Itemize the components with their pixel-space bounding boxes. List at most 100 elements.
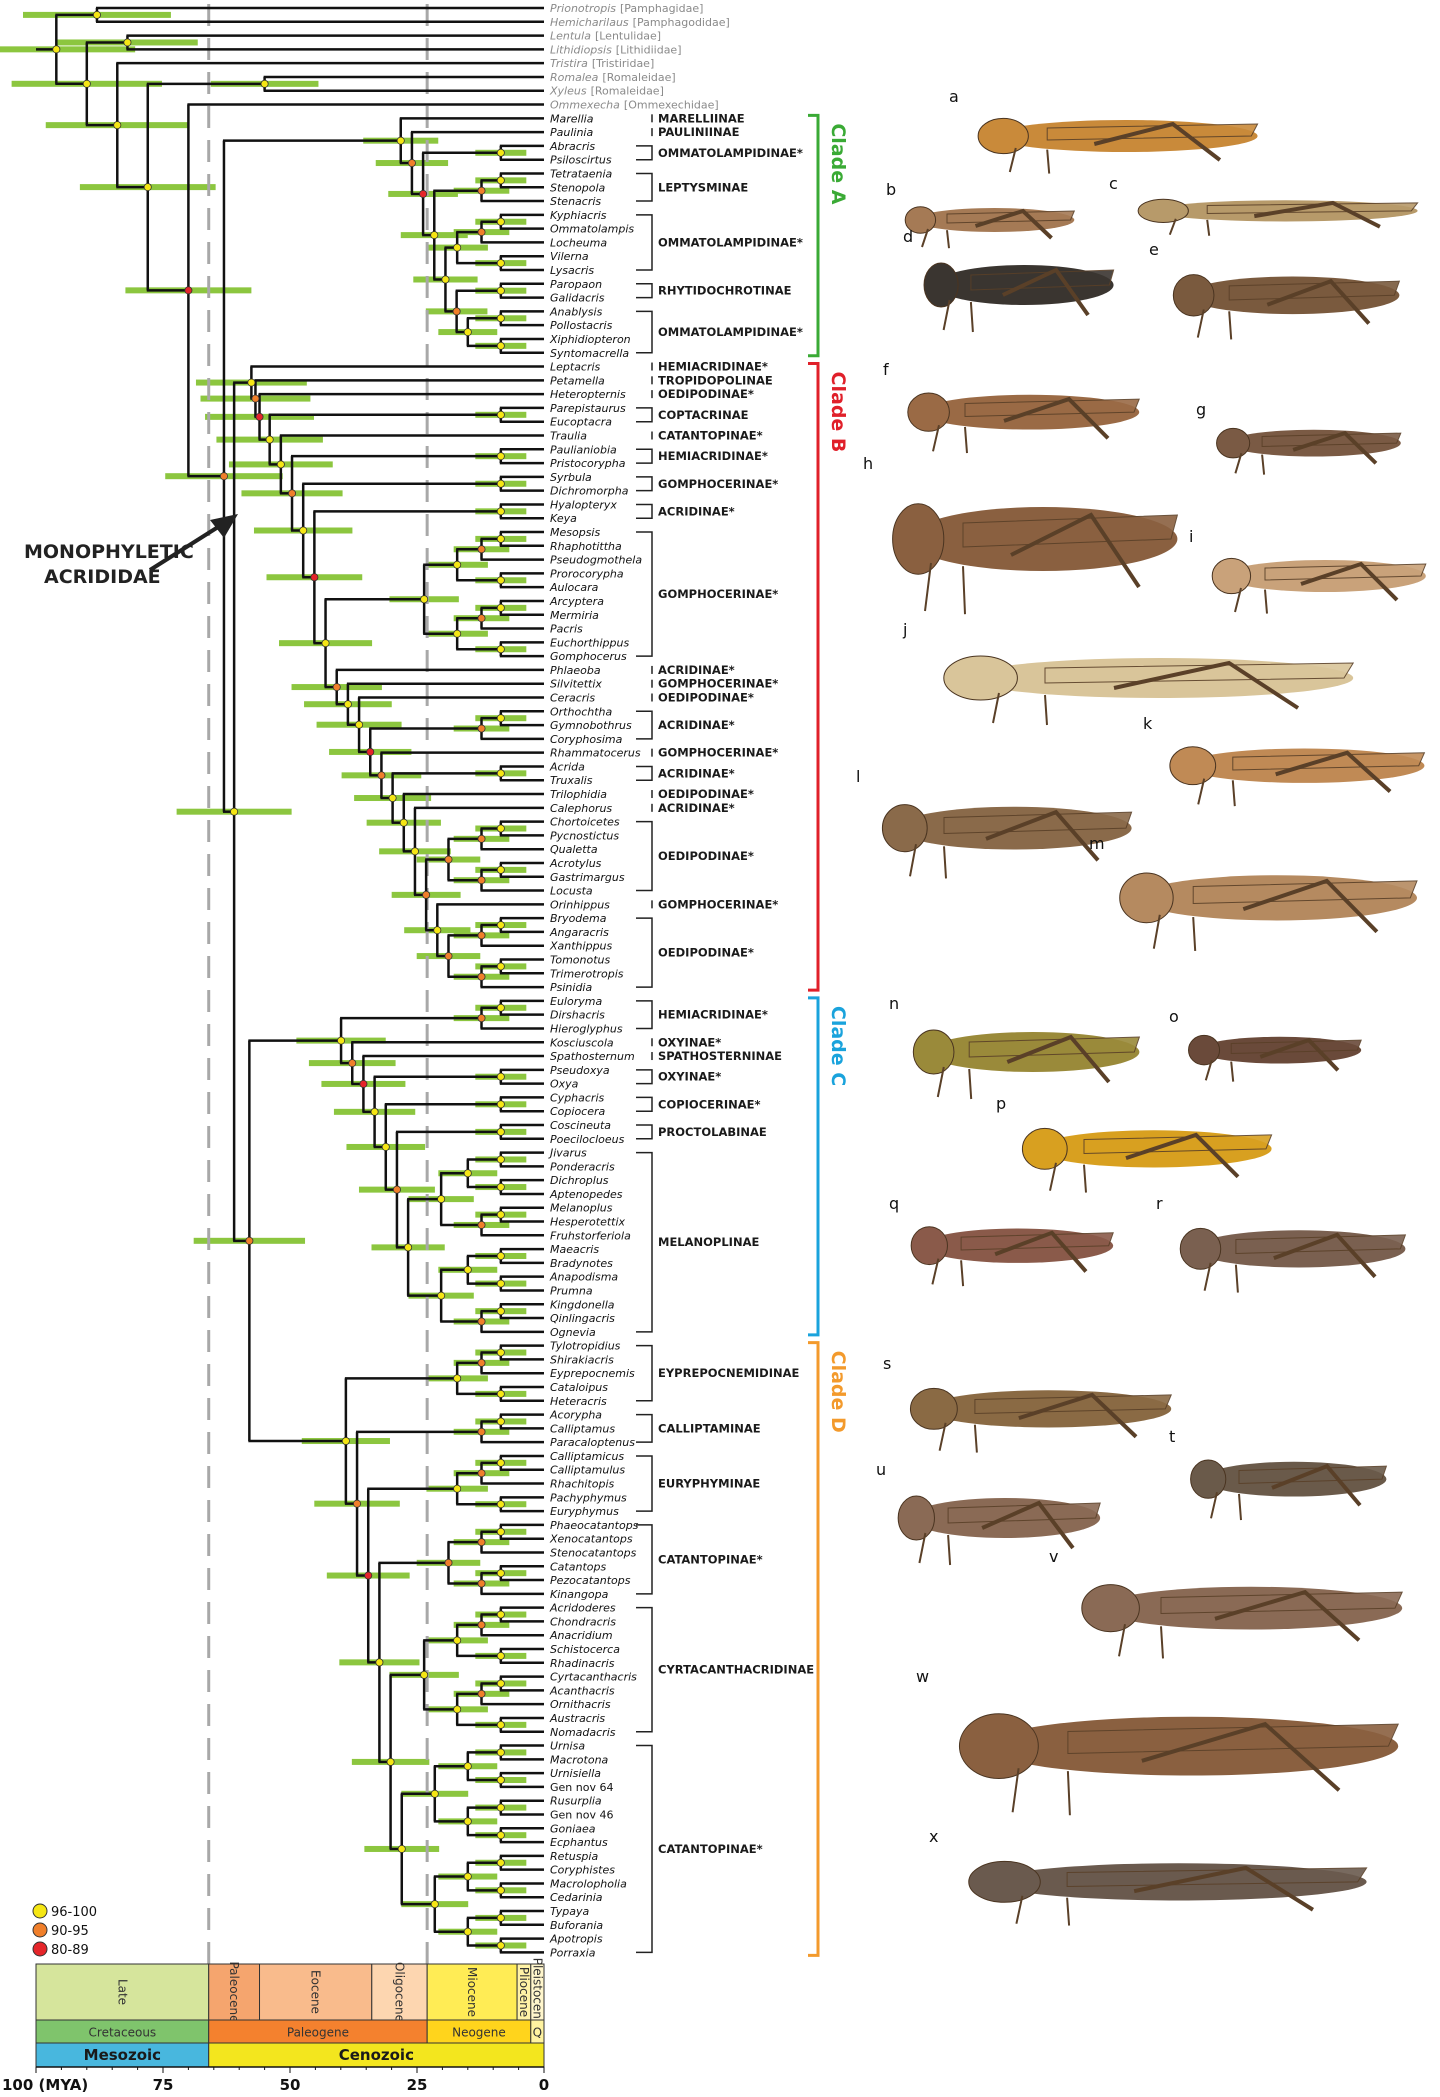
outgroup-genus: Romalea: [550, 71, 599, 84]
taxon-label: Hieroglyphus: [550, 1022, 623, 1035]
subfamily-label: ACRIDINAE*: [658, 504, 735, 518]
node-support-marker: [496, 1072, 505, 1081]
geologic-timescale: Late Paleocene Eocene Oligocene Miocene Plioc…: [2, 1958, 549, 2094]
taxon-label: Macrolopholia: [550, 1877, 627, 1890]
specimen-legs: [1049, 1162, 1087, 1193]
subfamily-bracket: [636, 283, 653, 299]
specimen-photos: a b c d e f g h i j k l m n o p q r s t u v w x: [856, 87, 1427, 1926]
taxon-label: Syrbula: [550, 471, 592, 484]
subfamily-bracket: [636, 1524, 653, 1595]
taxon-label: Heteracris: [550, 1395, 607, 1408]
taxon-label: Paulianiobia: [550, 443, 617, 456]
taxon-label: Dichroplus: [550, 1174, 609, 1187]
taxon-label: Stenocatantops: [550, 1546, 637, 1559]
specimen-photo-b: [904, 206, 1076, 249]
node-support-marker: [397, 1844, 406, 1853]
node-support-marker: [496, 1679, 505, 1688]
taxon-label: Coryphistes: [550, 1864, 615, 1877]
subfamily-bracket: [636, 1069, 653, 1085]
specimen-legs: [992, 692, 1048, 726]
outgroup-genus: Ommexecha: [550, 99, 620, 112]
photo-letter-label: g: [1196, 400, 1206, 419]
node-support-marker: [496, 1803, 505, 1812]
taxon-label: Angaracris: [549, 926, 609, 939]
node-support-marker: [477, 931, 486, 940]
node-support-marker: [370, 1107, 379, 1116]
subfamily-label: RHYTIDOCHROTINAE: [658, 284, 792, 298]
legend-swatch: [32, 1903, 48, 1919]
node-support-marker: [359, 1079, 368, 1088]
node-support-marker: [496, 576, 505, 585]
specimen-head: [1172, 274, 1215, 317]
node-support-marker: [341, 1437, 350, 1446]
specimen-legs: [1210, 1491, 1242, 1521]
node-support-marker: [496, 714, 505, 723]
taxon-label: Fruhstorferiola: [550, 1229, 631, 1242]
node-support-marker: [444, 1558, 453, 1567]
specimen-wing: [960, 1232, 1114, 1251]
node-support-marker: [496, 1748, 505, 1757]
taxon-label: Arcyptera: [549, 595, 604, 608]
node-support-marker: [375, 1658, 384, 1667]
taxon-label: Ommatolampis: [550, 223, 634, 236]
taxon-label: Retuspia: [550, 1850, 598, 1863]
timescale-epoch-label: Eocene: [309, 1970, 323, 2014]
taxon-label: Kosciuscola: [550, 1036, 614, 1049]
node-support-marker: [496, 1389, 505, 1398]
phylogenetic-tree: [36, 6, 544, 1954]
taxon-label: Cedarinia: [550, 1891, 603, 1904]
taxon-label: Bradynotes: [550, 1257, 613, 1270]
timescale-era-label: Cenozoic: [339, 2046, 414, 2064]
taxon-label: Ecphantus: [550, 1836, 608, 1849]
node-support-marker: [496, 1886, 505, 1895]
taxon-label: Pollostacris: [550, 319, 613, 332]
taxon-label: Stenacris: [550, 195, 601, 208]
node-support-marker: [52, 45, 61, 54]
node-support-marker: [437, 1291, 446, 1300]
node-support-marker: [276, 460, 285, 469]
taxon-label: Mermiria: [550, 609, 599, 622]
taxon-label: Cyphacris: [550, 1091, 605, 1104]
taxon-label: Poecilocloeus: [550, 1133, 625, 1146]
photo-letter-label: f: [883, 360, 889, 379]
node-support-marker: [496, 1348, 505, 1357]
taxon-label: Acanthacris: [549, 1684, 615, 1697]
node-support-marker: [433, 926, 442, 935]
taxon-label: Goniaea: [550, 1822, 596, 1835]
photo-letter-label: w: [916, 1667, 929, 1686]
subfamily-bracket: [636, 1124, 653, 1140]
node-support-marker: [388, 794, 397, 803]
specimen-photo-a: [977, 117, 1259, 174]
taxon-label: Lysacris: [550, 264, 594, 277]
taxon-label: Anacridium: [549, 1629, 613, 1642]
node-support-marker: [463, 1927, 472, 1936]
specimen-head: [910, 1226, 948, 1266]
node-support-marker: [453, 1484, 462, 1493]
time-axis-tick-label: 25: [407, 2076, 428, 2094]
subfamily-label: GOMPHOCERINAE*: [658, 477, 778, 491]
photo-letter-label: x: [929, 1827, 938, 1846]
legend-swatch: [32, 1941, 48, 1957]
photo-letter-label: o: [1169, 1007, 1179, 1026]
taxon-label: Phlaeoba: [550, 664, 601, 677]
taxon-label: Mesopsis: [550, 526, 600, 539]
taxon-label: Kyphiacris: [550, 209, 607, 222]
node-support-marker: [453, 560, 462, 569]
node-support-marker: [377, 771, 386, 780]
node-support-marker: [496, 921, 505, 930]
specimen-head: [897, 1495, 935, 1541]
specimen-hind-leg: [1300, 561, 1399, 602]
outgroup-family: [Pamphagodidae]: [633, 16, 730, 29]
node-support-marker: [332, 683, 341, 692]
node-support-marker: [496, 769, 505, 778]
specimen-legs: [1204, 1059, 1235, 1082]
time-axis-tick-label: 0: [539, 2076, 549, 2094]
subfamily-label: CATANTOPINAE*: [658, 1842, 763, 1856]
specimen-wing: [1230, 1039, 1362, 1055]
subfamily-bracket: [636, 1096, 653, 1112]
specimen-wing: [1066, 1867, 1368, 1888]
specimen-photo-g: [1216, 427, 1402, 475]
taxon-label: Acorypha: [549, 1409, 602, 1422]
node-support-marker: [496, 1417, 505, 1426]
